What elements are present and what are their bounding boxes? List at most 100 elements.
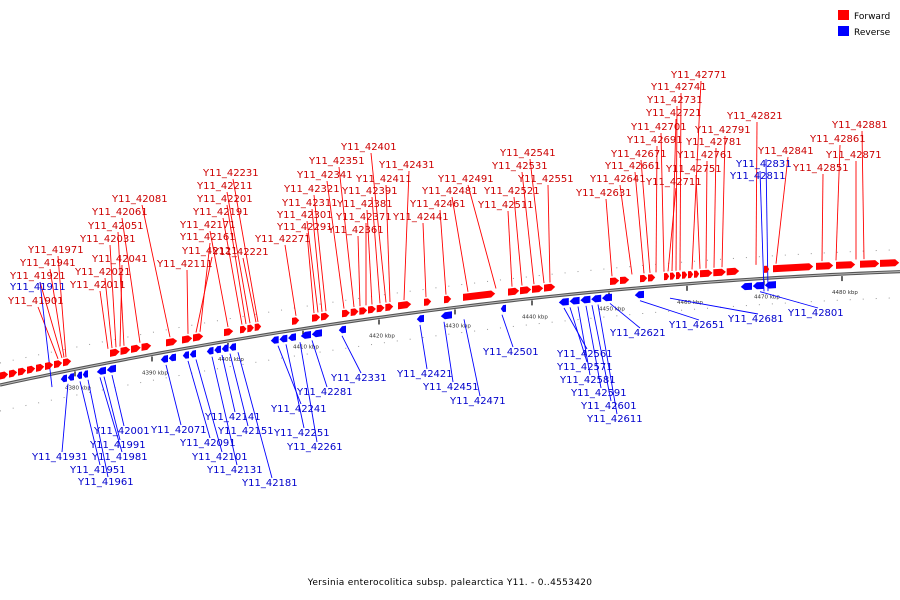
leader-line <box>403 170 410 301</box>
leader-line <box>211 356 238 466</box>
reverse-gene-arrow <box>288 333 296 341</box>
forward-gene-arrow <box>120 346 131 355</box>
forward-gene-label: Y11_42791 <box>694 125 751 136</box>
leader-line <box>721 135 726 268</box>
forward-gene-label: Y11_42841 <box>757 146 814 157</box>
leader-line <box>371 196 381 304</box>
leader-line <box>463 319 481 397</box>
reverse-gene-label: Y11_42611 <box>586 414 643 425</box>
legend-label-forward: Forward <box>854 12 890 22</box>
reverse-gene-label: Y11_41911 <box>9 282 66 293</box>
forward-gene-arrow <box>247 324 254 333</box>
tick-label: 4470 kbp <box>754 294 780 300</box>
leader-line <box>99 290 109 349</box>
reverse-gene-arrow <box>189 350 196 358</box>
forward-gene-label: Y11_41941 <box>19 258 76 269</box>
reverse-gene-arrow <box>440 311 452 320</box>
forward-gene-label: Y11_42291 <box>276 222 333 233</box>
leader-line <box>141 204 171 338</box>
leader-line <box>306 220 319 313</box>
forward-gene-label: Y11_42311 <box>281 198 338 209</box>
forward-gene-arrow <box>664 273 670 281</box>
forward-gene-arrow <box>342 309 350 318</box>
reverse-gene-arrow <box>764 281 776 289</box>
gene-features <box>0 259 900 383</box>
reverse-gene-label: Y11_42281 <box>296 387 353 398</box>
forward-gene-arrow <box>713 268 726 277</box>
forward-gene-label: Y11_42781 <box>685 137 742 148</box>
reverse-gene-arrow <box>500 304 506 313</box>
reverse-gene-arrow <box>591 294 602 303</box>
forward-gene-label: Y11_42631 <box>575 188 632 199</box>
tick-label: 4480 kbp <box>832 290 858 296</box>
reverse-gene-arrow <box>558 298 569 306</box>
reverse-gene-arrow <box>221 344 229 352</box>
backbone-highlight <box>0 271 900 386</box>
leader-line <box>299 342 318 443</box>
forward-gene-arrow <box>385 303 394 312</box>
forward-gene-arrow <box>532 285 544 293</box>
leader-line <box>609 303 641 329</box>
forward-gene-label: Y11_42551 <box>517 174 574 185</box>
leader-line <box>619 184 633 275</box>
map-caption: Yersinia enterocolitica subsp. palearcti… <box>307 578 593 588</box>
leader-line <box>605 198 613 277</box>
reverse-gene-label: Y11_42101 <box>191 452 248 463</box>
leader-line <box>242 257 257 323</box>
forward-gene-label: Y11_42271 <box>254 234 311 245</box>
leader-line <box>585 305 602 389</box>
leader-line <box>87 379 109 478</box>
reverse-gene-arrow <box>270 336 279 344</box>
reverse-gene-arrow <box>214 345 221 354</box>
leader-line <box>640 159 651 273</box>
forward-gene-arrow <box>321 312 330 321</box>
reverse-gene-label: Y11_42071 <box>150 425 207 436</box>
leader-line <box>79 381 101 466</box>
forward-gene-label: Y11_42111 <box>156 259 213 270</box>
leader-line <box>660 132 665 272</box>
leader-line <box>591 305 612 402</box>
tick-label: 4460 kbp <box>677 300 703 306</box>
leader-line <box>284 244 297 316</box>
forward-gene-arrow <box>27 365 36 374</box>
reverse-gene-label: Y11_42251 <box>273 428 330 439</box>
leader-line <box>187 360 211 439</box>
leader-line <box>232 178 259 322</box>
forward-gene-arrow <box>166 338 178 347</box>
leader-line <box>669 297 759 315</box>
leader-line <box>111 374 125 427</box>
leader-line <box>695 174 701 269</box>
forward-gene-arrow <box>131 344 141 353</box>
forward-gene-label: Y11_42701 <box>630 122 687 133</box>
forward-gene-arrow <box>110 348 120 357</box>
forward-gene-arrow <box>682 271 688 279</box>
reverse-gene-arrow <box>67 373 74 381</box>
forward-gene-arrow <box>676 272 682 280</box>
forward-gene-label: Y11_41971 <box>27 245 84 256</box>
reverse-gene-label: Y11_42001 <box>93 426 150 437</box>
reverse-gene-label: Y11_42601 <box>580 401 637 412</box>
leader-line <box>385 184 391 302</box>
leader-line <box>61 383 69 453</box>
leader-line <box>634 171 645 274</box>
leader-line <box>341 335 362 374</box>
forward-gene-label: Y11_42491 <box>437 174 494 185</box>
leader-line <box>675 105 678 271</box>
forward-gene-arrow <box>350 308 359 316</box>
forward-gene-arrow <box>860 260 880 268</box>
forward-gene-label: Y11_42031 <box>79 234 136 245</box>
leader-line <box>705 160 708 269</box>
leader-line <box>326 180 345 309</box>
forward-gene-arrow <box>544 283 556 292</box>
forward-gene-label: Y11_42731 <box>646 95 703 106</box>
forward-gene-arrow <box>398 301 412 310</box>
reverse-gene-arrow <box>300 331 311 339</box>
forward-gene-arrow <box>9 369 18 378</box>
reverse-gene-label: Y11_42591 <box>570 388 627 399</box>
leader-line <box>443 321 454 383</box>
reverse-gene-label: Y11_42151 <box>217 426 274 437</box>
forward-gene-label: Y11_42861 <box>809 134 866 145</box>
reverse-gene-arrow <box>279 334 288 343</box>
leader-line <box>199 242 211 332</box>
leader-line <box>419 324 428 370</box>
